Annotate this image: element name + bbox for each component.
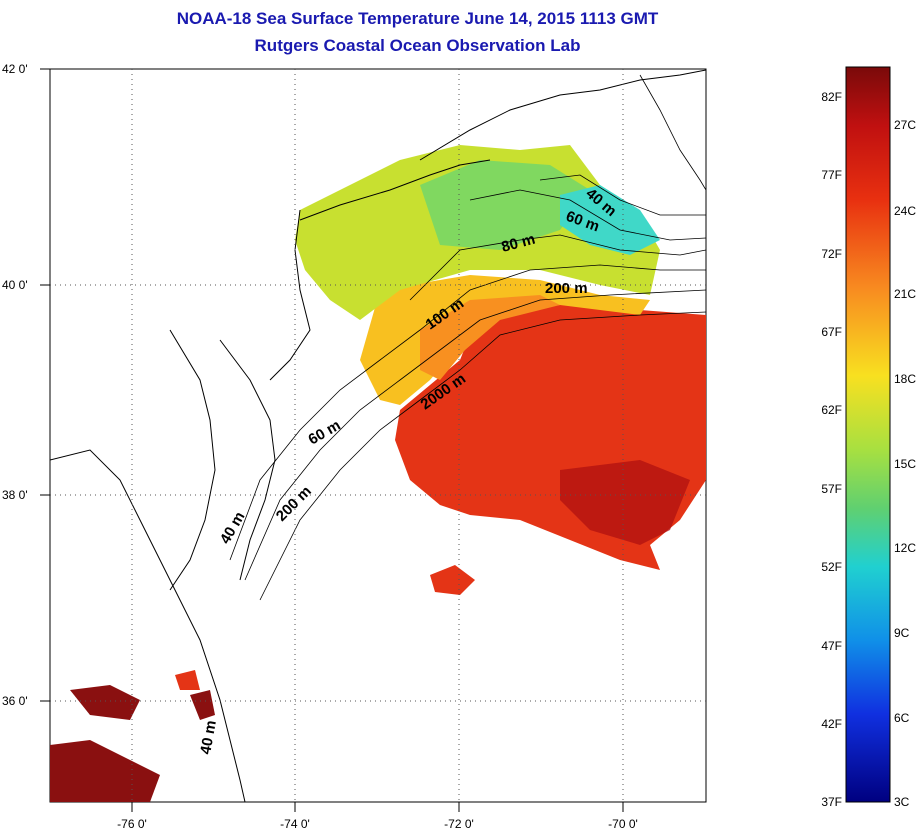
contour-line — [539, 174, 706, 216]
long-island — [299, 159, 491, 221]
lat-label: 42 0' — [2, 62, 28, 76]
lon-label: -74 0' — [280, 817, 310, 831]
orange-band — [420, 295, 560, 380]
map-subtitle: Rutgers Coastal Ocean Observation Lab — [254, 36, 581, 55]
f-label: 72F — [821, 247, 842, 261]
c-label: 24C — [894, 204, 916, 218]
jersey-shore — [269, 209, 311, 381]
c-label: 9C — [894, 626, 910, 640]
delmarva-shore — [219, 339, 276, 581]
bay-patch — [175, 670, 200, 690]
hot-water-core — [560, 460, 690, 545]
lat-label: 36 0' — [2, 694, 28, 708]
c-label: 6C — [894, 711, 910, 725]
f-label: 67F — [821, 325, 842, 339]
cyan-water — [560, 185, 660, 255]
contour-line — [409, 234, 706, 301]
f-label: 42F — [821, 717, 842, 731]
map-title: NOAA-18 Sea Surface Temperature June 14,… — [176, 9, 659, 28]
c-label: 3C — [894, 795, 910, 809]
contour-line — [469, 189, 706, 241]
f-label: 37F — [821, 795, 842, 809]
green-water — [420, 160, 590, 250]
f-label: 77F — [821, 168, 842, 182]
c-label: 12C — [894, 541, 916, 555]
coastline — [50, 449, 246, 802]
lat-label: 38 0' — [2, 488, 28, 502]
c-label: 21C — [894, 287, 916, 301]
f-label: 57F — [821, 482, 842, 496]
lon-label: -76 0' — [117, 817, 147, 831]
c-label: 27C — [894, 118, 916, 132]
f-label: 47F — [821, 639, 842, 653]
pamlico-sound — [50, 740, 160, 802]
new-england-shore — [419, 69, 706, 161]
inlet-patch — [190, 690, 215, 720]
depth-label: 200 m — [545, 280, 588, 297]
colorbar — [845, 66, 891, 803]
sound-patch — [70, 685, 140, 720]
c-label: 15C — [894, 457, 916, 471]
contour-line — [244, 289, 706, 581]
colorbar-f-labels: 82F 77F 72F 67F 62F 57F 52F 47F 42F 37F — [821, 90, 842, 809]
c-label: 18C — [894, 372, 916, 386]
chesapeake-shore — [169, 329, 216, 591]
contour-line — [229, 264, 706, 561]
lon-label: -70 0' — [608, 817, 638, 831]
f-label: 62F — [821, 403, 842, 417]
lon-label: -72 0' — [444, 817, 474, 831]
f-label: 52F — [821, 560, 842, 574]
graticule — [50, 69, 706, 802]
f-label: 82F — [821, 90, 842, 104]
lat-label: 40 0' — [2, 278, 28, 292]
colorbar-c-labels: 27C 24C 21C 18C 15C 12C 9C 6C 3C — [894, 118, 916, 809]
contour-line — [639, 74, 706, 191]
depth-label: 40 m — [197, 719, 220, 756]
warm-patch — [430, 565, 475, 595]
ticks — [40, 68, 624, 812]
